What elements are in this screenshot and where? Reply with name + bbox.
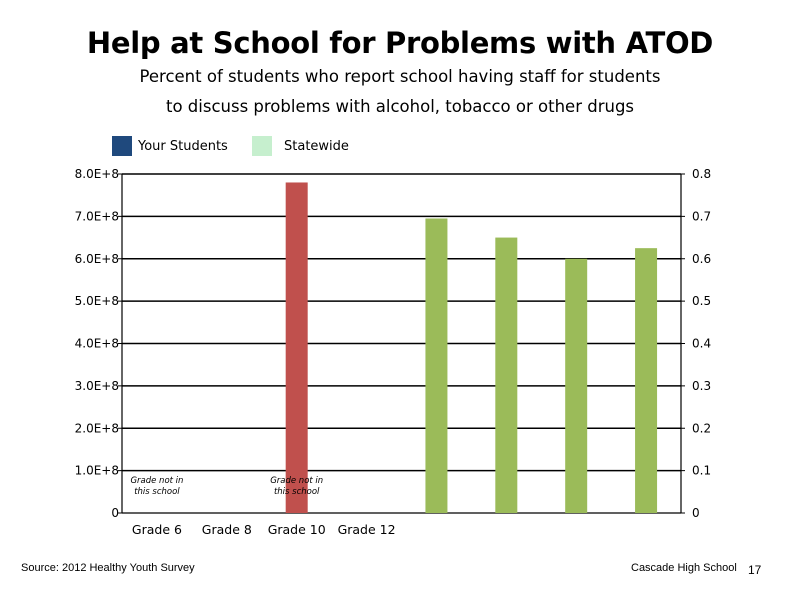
left-axis-tick-label: 6.0E+8 <box>75 252 119 266</box>
bar <box>495 237 518 513</box>
source-note: Source: 2012 Healthy Youth Survey <box>21 562 195 574</box>
x-axis-category-label: Grade 6 <box>132 522 182 537</box>
left-axis-tick-label: 1.0E+8 <box>75 464 119 478</box>
right-axis-tick-label: 0.6 <box>692 252 711 266</box>
right-axis-tick-label: 0.8 <box>692 167 711 181</box>
left-axis-tick-label: 3.0E+8 <box>75 379 119 393</box>
legend-swatch-statewide <box>252 136 272 156</box>
grade-not-in-school-note: this school <box>274 487 320 497</box>
left-axis-tick-label: 7.0E+8 <box>75 209 119 223</box>
right-axis-tick-label: 0.3 <box>692 379 711 393</box>
legend-label-your-students: Your Students <box>138 138 228 154</box>
left-axis-tick-label: 2.0E+8 <box>75 421 119 435</box>
grade-not-in-school-note: Grade not in <box>270 476 323 486</box>
x-axis-category-label: Grade 8 <box>202 522 252 537</box>
bar <box>635 248 658 513</box>
right-axis-tick-label: 0.7 <box>692 209 711 223</box>
right-axis-tick-label: 0.1 <box>692 464 711 478</box>
legend-item-statewide: Statewide <box>252 136 349 156</box>
left-axis-tick-label: 8.0E+8 <box>75 167 119 181</box>
chart-subtitle-line-1: Percent of students who report school ha… <box>139 67 661 86</box>
page-number: 17 <box>748 563 762 577</box>
x-axis-category-label: Grade 12 <box>338 522 396 537</box>
right-axis-tick-label: 0.4 <box>692 337 711 351</box>
left-axis-tick-label: 0 <box>111 506 119 520</box>
right-axis-tick-label: 0 <box>692 506 700 520</box>
grade-not-in-school-note: this school <box>134 487 180 497</box>
x-axis-category-label: Grade 10 <box>268 522 326 537</box>
legend-swatch-your-students <box>112 136 132 156</box>
legend-label-statewide: Statewide <box>284 138 349 154</box>
chart-subtitle-line-2: to discuss problems with alcohol, tobacc… <box>165 97 635 116</box>
right-axis-tick-label: 0.2 <box>692 421 711 435</box>
bar <box>425 218 448 513</box>
school-name: Cascade High School <box>631 562 737 574</box>
bar <box>565 258 588 513</box>
bar <box>285 182 308 513</box>
grade-not-in-school-note: Grade not in <box>130 476 183 486</box>
chart-title: Help at School for Problems with ATOD <box>86 26 714 60</box>
left-axis-tick-label: 4.0E+8 <box>75 337 119 351</box>
legend-item-your-students: Your Students <box>112 136 228 156</box>
right-axis-tick-label: 0.5 <box>692 294 711 308</box>
left-axis-tick-label: 5.0E+8 <box>75 294 119 308</box>
